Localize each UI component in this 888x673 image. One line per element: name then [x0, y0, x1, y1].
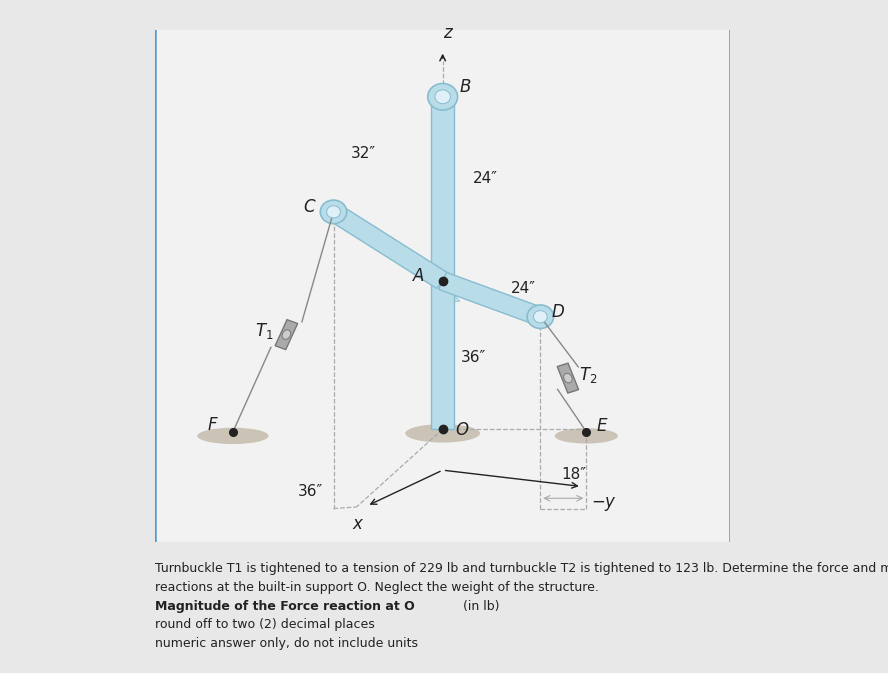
Text: F: F [208, 416, 218, 434]
Text: Turnbuckle T1 is tightened to a tension of 229 lb and turnbuckle T2 is tightened: Turnbuckle T1 is tightened to a tension … [155, 562, 888, 575]
Text: 24″: 24″ [472, 171, 497, 186]
Circle shape [534, 311, 547, 323]
Text: 32″: 32″ [351, 145, 376, 161]
Ellipse shape [282, 330, 290, 339]
Text: reactions at the built-in support O. Neglect the weight of the structure.: reactions at the built-in support O. Neg… [155, 581, 599, 594]
Text: D: D [551, 303, 565, 320]
Text: z: z [443, 24, 452, 42]
Text: C: C [304, 198, 315, 216]
Text: (in lb): (in lb) [459, 600, 500, 612]
Text: x: x [353, 515, 362, 533]
Polygon shape [440, 100, 446, 117]
Text: Magnitude of the Force reaction at O: Magnitude of the Force reaction at O [155, 600, 416, 612]
Text: 36″: 36″ [461, 350, 487, 365]
Ellipse shape [555, 428, 618, 444]
Polygon shape [432, 97, 454, 429]
Polygon shape [328, 205, 448, 289]
Text: B: B [460, 78, 472, 96]
Text: O: O [456, 421, 469, 439]
Text: numeric answer only, do not include units: numeric answer only, do not include unit… [155, 637, 418, 650]
Circle shape [321, 200, 346, 223]
Circle shape [527, 305, 553, 328]
Text: A: A [413, 267, 424, 285]
Text: $-y$: $-y$ [591, 495, 617, 513]
Text: E: E [597, 417, 607, 435]
Text: 36″: 36″ [297, 484, 323, 499]
Text: 24″: 24″ [511, 281, 535, 296]
Polygon shape [444, 283, 460, 302]
Text: 18″: 18″ [561, 467, 586, 482]
Text: $T_1$: $T_1$ [255, 321, 274, 341]
Text: round off to two (2) decimal places: round off to two (2) decimal places [155, 618, 375, 631]
Polygon shape [275, 320, 297, 349]
Circle shape [435, 90, 450, 104]
Ellipse shape [564, 374, 572, 383]
Polygon shape [557, 363, 579, 393]
Ellipse shape [197, 428, 268, 444]
Text: $T_2$: $T_2$ [579, 365, 598, 385]
Circle shape [327, 206, 340, 218]
Ellipse shape [405, 424, 480, 443]
Polygon shape [439, 273, 544, 325]
Circle shape [428, 83, 457, 110]
